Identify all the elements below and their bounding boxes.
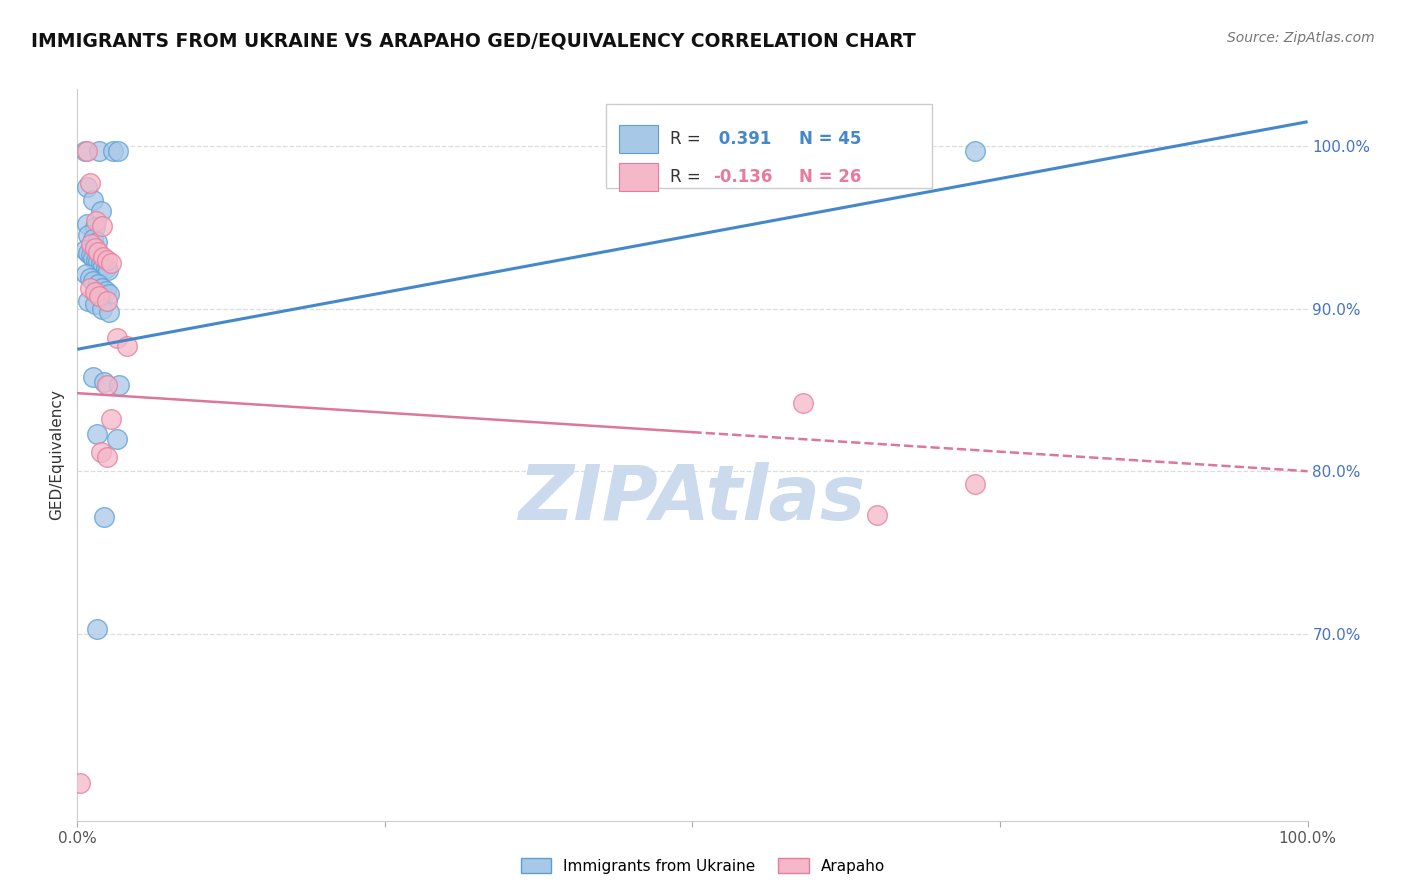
- FancyBboxPatch shape: [619, 163, 658, 191]
- Point: [965, 477, 987, 491]
- Text: N = 45: N = 45: [800, 130, 862, 148]
- Point: [90, 256, 112, 270]
- Text: ZIPAtlas: ZIPAtlas: [519, 462, 866, 536]
- Point: [73, 243, 96, 257]
- Y-axis label: GED/Equivalency: GED/Equivalency: [49, 390, 65, 520]
- Text: Source: ZipAtlas.com: Source: ZipAtlas.com: [1227, 31, 1375, 45]
- Point: [76, 144, 98, 158]
- Point: [100, 256, 122, 270]
- Point: [75, 268, 97, 282]
- Point: [96, 293, 118, 308]
- Point: [90, 444, 112, 458]
- Point: [87, 254, 110, 268]
- Text: -0.136: -0.136: [713, 168, 773, 186]
- Legend: Immigrants from Ukraine, Arapaho: Immigrants from Ukraine, Arapaho: [515, 852, 891, 880]
- Point: [82, 232, 104, 246]
- Point: [89, 288, 111, 302]
- Point: [93, 509, 115, 524]
- Point: [90, 204, 112, 219]
- Point: [91, 260, 114, 274]
- Point: [105, 432, 128, 446]
- Point: [86, 235, 108, 249]
- Point: [79, 177, 101, 191]
- Point: [94, 260, 117, 275]
- Point: [96, 378, 118, 392]
- Point: [93, 375, 115, 389]
- Point: [84, 214, 107, 228]
- Point: [82, 252, 104, 266]
- Point: [79, 280, 101, 294]
- Point: [90, 301, 114, 316]
- Text: R =: R =: [671, 130, 706, 148]
- Text: 0.391: 0.391: [713, 130, 772, 148]
- Point: [83, 297, 105, 311]
- Point: [98, 305, 121, 319]
- Point: [82, 193, 104, 207]
- FancyBboxPatch shape: [619, 125, 658, 153]
- FancyBboxPatch shape: [606, 103, 932, 188]
- Point: [69, 776, 91, 790]
- Point: [83, 285, 105, 300]
- Point: [89, 144, 111, 158]
- Point: [80, 236, 103, 251]
- Point: [866, 508, 889, 522]
- Text: R =: R =: [671, 168, 706, 186]
- Point: [82, 274, 104, 288]
- Point: [100, 412, 122, 426]
- Point: [90, 219, 114, 233]
- Point: [965, 144, 987, 158]
- Point: [79, 270, 101, 285]
- Point: [76, 217, 98, 231]
- Point: [77, 293, 100, 308]
- Point: [94, 284, 117, 298]
- Point: [115, 339, 138, 353]
- Point: [80, 248, 103, 262]
- Point: [792, 396, 814, 410]
- Point: [90, 280, 114, 294]
- Text: N = 26: N = 26: [800, 168, 862, 186]
- Point: [77, 228, 100, 243]
- Point: [98, 287, 121, 301]
- Point: [107, 144, 129, 158]
- Point: [82, 370, 104, 384]
- Point: [879, 141, 901, 155]
- Point: [73, 144, 96, 158]
- Point: [101, 144, 124, 158]
- Point: [105, 331, 128, 345]
- Point: [86, 426, 108, 441]
- Point: [83, 242, 105, 256]
- Point: [84, 252, 107, 267]
- Point: [108, 378, 131, 392]
- Point: [77, 246, 100, 260]
- Point: [76, 179, 98, 194]
- Point: [86, 622, 108, 636]
- Point: [83, 220, 105, 235]
- Point: [91, 250, 114, 264]
- Point: [96, 252, 118, 267]
- Point: [87, 277, 110, 292]
- Point: [87, 244, 110, 259]
- Point: [96, 450, 118, 464]
- Point: [97, 262, 120, 277]
- Text: IMMIGRANTS FROM UKRAINE VS ARAPAHO GED/EQUIVALENCY CORRELATION CHART: IMMIGRANTS FROM UKRAINE VS ARAPAHO GED/E…: [31, 31, 915, 50]
